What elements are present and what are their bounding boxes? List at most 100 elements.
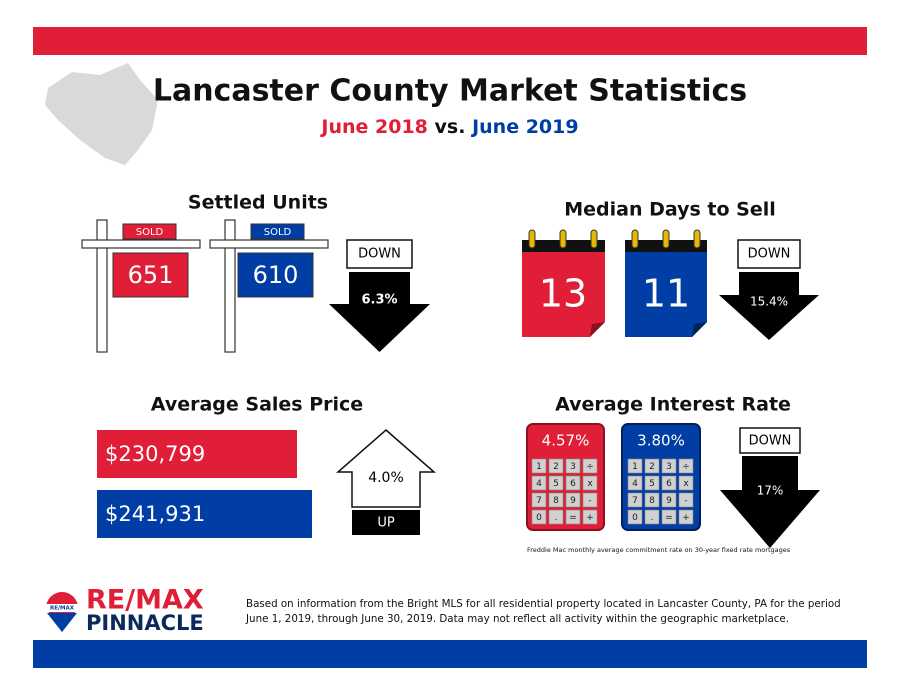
calculator-key [582,475,598,491]
sign-board [237,252,314,298]
price-bar [97,490,312,538]
calculator-key [644,458,660,474]
calculator-key [627,475,643,491]
calculator-key [565,475,581,491]
change: 6.3% [361,293,397,308]
key-label: = [665,513,673,523]
down-arrow [329,272,430,352]
key-label: ÷ [586,462,594,472]
direction: UP [377,516,395,531]
key-label: 7 [536,496,542,506]
direction: DOWN [749,434,792,449]
direction-box [352,510,420,535]
key-label: x [683,479,689,489]
key-label: 3 [666,462,672,472]
key-label: 7 [632,496,638,506]
sold-tag [122,223,177,240]
key-label: x [587,479,593,489]
change: 15.4% [750,295,788,309]
sign-posts [81,219,329,353]
key-label: 2 [649,462,655,472]
subtitle: June 2018 vs. June 2019 [319,116,578,138]
calculator-key [582,458,598,474]
direction: DOWN [748,247,791,262]
key-label: 0 [536,513,542,523]
key-label: 2 [553,462,559,472]
key-label: 8 [649,496,655,506]
calculator-key [661,492,677,508]
calculator-key [531,492,547,508]
value-2019: 11 [642,272,690,316]
key-label: 0 [632,513,638,523]
key-label: . [555,513,558,523]
calculator-key [644,509,660,525]
key-label: 9 [666,496,672,506]
footer-line: June 1, 2019, through June 30, 2019. Dat… [245,613,789,625]
sign-board [112,252,189,298]
note: Freddie Mac monthly average commitment r… [527,546,791,554]
county-map [45,63,158,165]
key-label: ÷ [682,462,690,472]
calculator-key [531,509,547,525]
value-2019: 3.80% [637,432,685,450]
down-arrow [720,456,820,548]
calculator-key [644,492,660,508]
calculator-key [661,475,677,491]
key-label: + [586,513,594,523]
calculator-key [678,458,694,474]
calculator-key [565,492,581,508]
calculator-key [548,458,564,474]
calculator-key [678,492,694,508]
calculator-key [548,475,564,491]
direction-box [737,239,801,269]
key-label: 1 [632,462,638,472]
brand: RE/MAX [86,585,204,616]
office: PINNACLE [86,611,204,635]
value-2018: $230,799 [105,442,205,466]
calculator-key [661,509,677,525]
key-label: 6 [666,479,672,489]
calculator-key [548,492,564,508]
section-title: Settled Units [188,192,328,214]
direction-box [739,427,801,454]
period-from: June 2018 [319,116,428,138]
key-label: 4 [536,479,542,489]
price-bar [97,430,297,478]
key-label: - [684,496,687,506]
vs: vs. [435,116,466,138]
calculator-key [548,509,564,525]
key-label: . [651,513,654,523]
calculator-key [661,458,677,474]
change: 4.0% [368,470,404,486]
value-2018: 651 [128,261,174,289]
calculator-key [678,475,694,491]
calculator-key [565,458,581,474]
key-label: - [588,496,591,506]
key-label: 5 [649,479,655,489]
change: 17% [757,484,784,498]
sold-label: SOLD [136,227,164,238]
key-label: 5 [553,479,559,489]
top-band [33,27,867,55]
calculator-key [627,458,643,474]
calculator-key [627,492,643,508]
key-label: + [682,513,690,523]
calculator-key [531,475,547,491]
section-title: Median Days to Sell [564,199,776,221]
balloon-label: RE/MAX [50,606,75,612]
key-label: 4 [632,479,638,489]
key-label: 9 [570,496,576,506]
calendar [522,229,707,337]
sold-tag [250,223,305,240]
key-label: 3 [570,462,576,472]
key-label: 6 [570,479,576,489]
value-2019: 610 [253,261,299,289]
up-arrow [336,429,436,508]
direction-box [346,239,413,269]
value-2018: 13 [539,272,587,316]
key-label: 1 [536,462,542,472]
period-to: June 2019 [470,116,579,138]
section-title: Average Sales Price [151,394,363,416]
calculator-key [565,509,581,525]
